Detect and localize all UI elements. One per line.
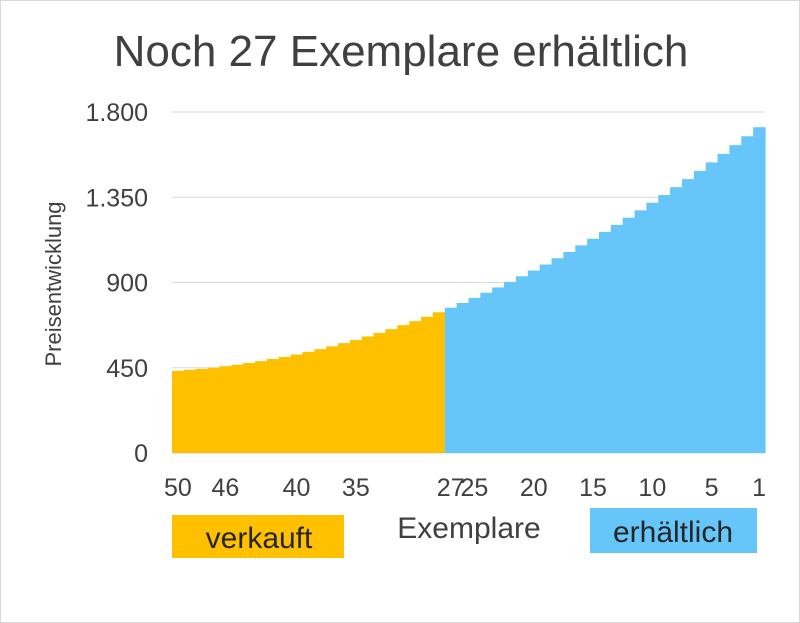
bar-verkauft-43 xyxy=(255,361,268,453)
bar-verkauft-47 xyxy=(207,367,221,453)
bar-erhaltlich-27 xyxy=(444,307,458,453)
bar-verkauft-37 xyxy=(326,346,339,453)
bar-erhaltlich-26 xyxy=(456,302,470,453)
bar-erhaltlich-23 xyxy=(492,287,505,453)
bar-erhaltlich-4 xyxy=(717,153,731,453)
bar-verkauft-35 xyxy=(349,339,363,453)
bar-verkauft-33 xyxy=(373,332,387,453)
bar-verkauft-28 xyxy=(432,312,446,453)
bar-verkauft-30 xyxy=(409,321,422,453)
bar-erhaltlich-11 xyxy=(634,210,647,453)
x-tick-label: 15 xyxy=(579,474,607,502)
bar-erhaltlich-2 xyxy=(741,136,754,453)
y-tick-label: 450 xyxy=(106,355,148,383)
x-tick-label: 50 xyxy=(164,474,192,502)
x-axis-label: Exemplare xyxy=(397,512,540,545)
bar-erhaltlich-9 xyxy=(658,194,671,454)
bar-verkauft-38 xyxy=(314,349,327,453)
x-tick-label: 10 xyxy=(638,474,666,502)
bar-verkauft-46 xyxy=(219,366,232,453)
bar-verkauft-39 xyxy=(302,351,315,453)
chart-title: Noch 27 Exemplare erhältlich xyxy=(114,27,689,76)
y-axis-tick-labels: 0 450 900 1.350 1.800 xyxy=(85,99,148,468)
x-tick-label: 20 xyxy=(520,474,548,502)
legend-item-erhaltlich: erhältlich xyxy=(590,508,757,553)
x-tick-label: 40 xyxy=(283,474,311,502)
bar-erhaltlich-6 xyxy=(693,170,707,454)
x-tick-label: 35 xyxy=(342,474,370,502)
bar-verkauft-32 xyxy=(385,329,398,453)
bar-erhaltlich-20 xyxy=(527,270,541,453)
bar-erhaltlich-8 xyxy=(670,187,683,453)
bar-erhaltlich-15 xyxy=(587,238,600,453)
bar-verkauft-31 xyxy=(397,325,410,454)
x-tick-label: 27 xyxy=(437,474,465,502)
bar-verkauft-49 xyxy=(183,369,197,453)
bar-erhaltlich-16 xyxy=(575,245,588,453)
y-tick-label: 0 xyxy=(134,440,148,468)
legend-item-verkauft: verkauft xyxy=(172,515,344,558)
bar-erhaltlich-24 xyxy=(480,292,493,453)
bar-erhaltlich-14 xyxy=(598,231,612,453)
x-tick-label: 1 xyxy=(752,474,766,502)
bar-verkauft-36 xyxy=(338,343,351,453)
bar-verkauft-50 xyxy=(172,370,185,453)
legend-swatch-verkauft xyxy=(172,515,344,558)
bar-verkauft-48 xyxy=(195,368,209,453)
legend-swatch-erhaltlich xyxy=(590,508,757,553)
bar-verkauft-42 xyxy=(266,359,280,453)
bar-erhaltlich-22 xyxy=(504,281,517,453)
y-axis-label: Preisentwicklung xyxy=(41,201,66,366)
bar-erhaltlich-25 xyxy=(468,297,481,453)
x-tick-label: 5 xyxy=(705,474,719,502)
bar-erhaltlich-12 xyxy=(622,217,636,453)
y-tick-label: 1.800 xyxy=(85,99,148,127)
bar-erhaltlich-17 xyxy=(563,252,576,453)
bar-erhaltlich-7 xyxy=(681,179,695,453)
bars xyxy=(172,127,766,454)
bar-erhaltlich-3 xyxy=(729,145,742,453)
bar-erhaltlich-5 xyxy=(705,162,719,453)
bar-erhaltlich-1 xyxy=(753,127,766,453)
bar-erhaltlich-19 xyxy=(539,264,553,453)
x-tick-label: 46 xyxy=(211,474,239,502)
legend-label-erhaltlich: erhältlich xyxy=(613,516,733,549)
bar-erhaltlich-18 xyxy=(551,258,564,453)
bar-erhaltlich-10 xyxy=(646,202,659,453)
y-tick-label: 900 xyxy=(106,270,148,298)
bar-verkauft-44 xyxy=(243,363,256,453)
bar-verkauft-41 xyxy=(278,356,292,453)
bar-verkauft-34 xyxy=(361,336,375,453)
bar-erhaltlich-21 xyxy=(515,276,529,453)
bar-verkauft-40 xyxy=(290,354,304,453)
bar-verkauft-29 xyxy=(421,316,434,453)
x-tick-label: 25 xyxy=(461,474,489,502)
bar-erhaltlich-13 xyxy=(610,224,624,453)
y-tick-label: 1.350 xyxy=(85,184,148,212)
bar-verkauft-45 xyxy=(231,364,244,453)
legend-label-verkauft: verkauft xyxy=(206,522,313,555)
